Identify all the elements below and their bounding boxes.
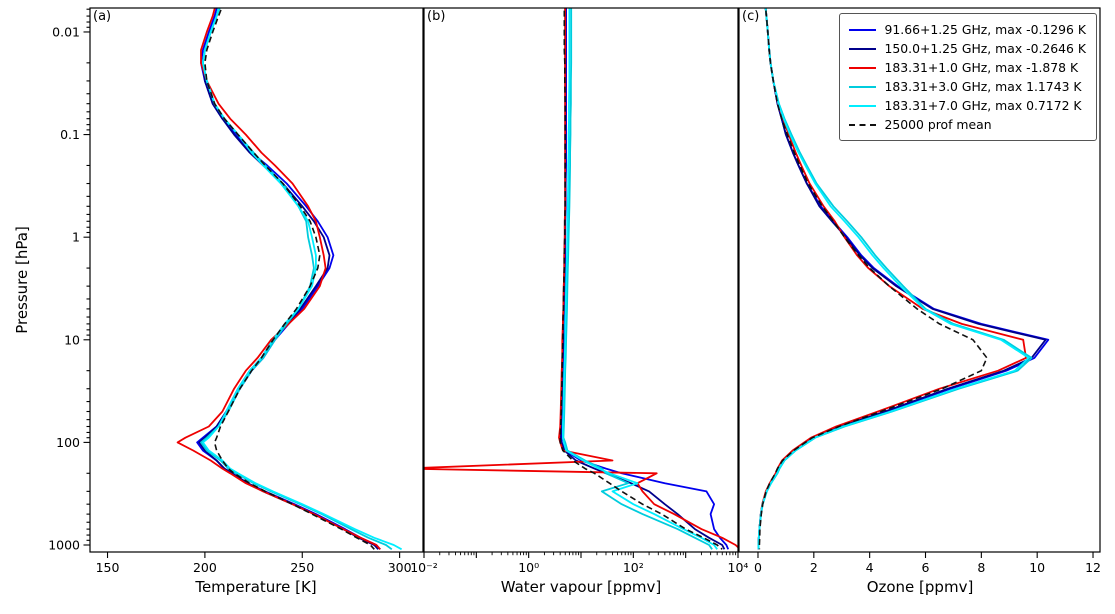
legend-item-label: 91.66+1.25 GHz, max -0.1296 K	[884, 22, 1086, 37]
legend-item-label: 183.31+3.0 GHz, max 1.1743 K	[884, 79, 1082, 94]
line-25000-prof-mean	[204, 8, 375, 550]
legend-item: 91.66+1.25 GHz, max -0.1296 K	[849, 20, 1086, 39]
legend-item-label: 25000 prof mean	[884, 117, 992, 132]
legend-line-sample	[849, 104, 877, 107]
line-183.31+3.0-ghz	[562, 8, 713, 550]
panel-ozone-series	[757, 8, 1050, 550]
svg-text:250: 250	[290, 560, 314, 575]
y-axis-label: Pressure [hPa]	[13, 226, 31, 334]
legend-item: 25000 prof mean	[849, 115, 1086, 134]
svg-text:200: 200	[193, 560, 217, 575]
legend-item: 183.31+1.0 GHz, max -1.878 K	[849, 58, 1086, 77]
svg-text:10⁻²: 10⁻²	[410, 560, 438, 575]
legend-line-sample	[849, 66, 877, 69]
svg-text:6: 6	[922, 560, 930, 575]
line-25000-prof-mean	[758, 8, 988, 550]
panel-water_vapour-series	[424, 8, 738, 550]
line-25000-prof-mean	[559, 8, 723, 550]
panel-letter-a: (a)	[93, 9, 112, 24]
svg-text:12: 12	[1085, 560, 1101, 575]
svg-text:10: 10	[64, 332, 80, 347]
svg-text:10⁰: 10⁰	[518, 560, 539, 575]
svg-text:300: 300	[388, 560, 412, 575]
legend-item: 183.31+3.0 GHz, max 1.1743 K	[849, 77, 1086, 96]
line-91.66+1.25-ghz	[196, 8, 381, 550]
panel-letter-c: (c)	[742, 9, 760, 24]
line-91.66+1.25-ghz	[560, 8, 730, 550]
panel-letter-b: (b)	[427, 9, 446, 24]
x-axis-label-water-vapour: Water vapour [ppmv]	[500, 578, 662, 596]
legend-item: 183.31+7.0 GHz, max 0.7172 K	[849, 96, 1086, 115]
legend-item: 150.0+1.25 GHz, max -0.2646 K	[849, 39, 1086, 58]
panel-border-2	[738, 7, 1101, 553]
x-axis-label-temperature: Temperature [K]	[195, 578, 317, 596]
axis-ticks	[83, 8, 1094, 558]
svg-text:10: 10	[1029, 560, 1045, 575]
line-183.31+7.0-ghz	[201, 8, 403, 551]
legend-line-sample	[849, 123, 877, 126]
svg-text:4: 4	[866, 560, 874, 575]
panel-border-0	[89, 7, 424, 553]
svg-text:150: 150	[96, 560, 120, 575]
x-axis-label-ozone: Ozone [ppmv]	[866, 578, 974, 596]
svg-text:0.01: 0.01	[52, 24, 80, 39]
svg-text:0.1: 0.1	[60, 127, 80, 142]
svg-text:1000: 1000	[48, 538, 80, 553]
legend: 91.66+1.25 GHz, max -0.1296 K 150.0+1.25…	[839, 13, 1097, 141]
legend-line-sample	[849, 28, 877, 31]
panel-temperature-series	[176, 8, 403, 551]
svg-text:0: 0	[754, 560, 762, 575]
legend-item-label: 183.31+7.0 GHz, max 0.7172 K	[884, 98, 1082, 113]
legend-item-label: 183.31+1.0 GHz, max -1.878 K	[884, 60, 1079, 75]
svg-text:2: 2	[810, 560, 818, 575]
svg-text:10⁴: 10⁴	[728, 560, 749, 575]
line-150.0+1.25-ghz	[559, 8, 726, 550]
legend-item-label: 150.0+1.25 GHz, max -0.2646 K	[884, 41, 1086, 56]
svg-text:10²: 10²	[623, 560, 644, 575]
svg-text:1: 1	[72, 230, 80, 245]
line-183.31+7.0-ghz	[562, 8, 718, 550]
legend-line-sample	[849, 47, 877, 50]
svg-text:8: 8	[977, 560, 985, 575]
svg-text:100: 100	[56, 435, 80, 450]
legend-line-sample	[849, 85, 877, 88]
